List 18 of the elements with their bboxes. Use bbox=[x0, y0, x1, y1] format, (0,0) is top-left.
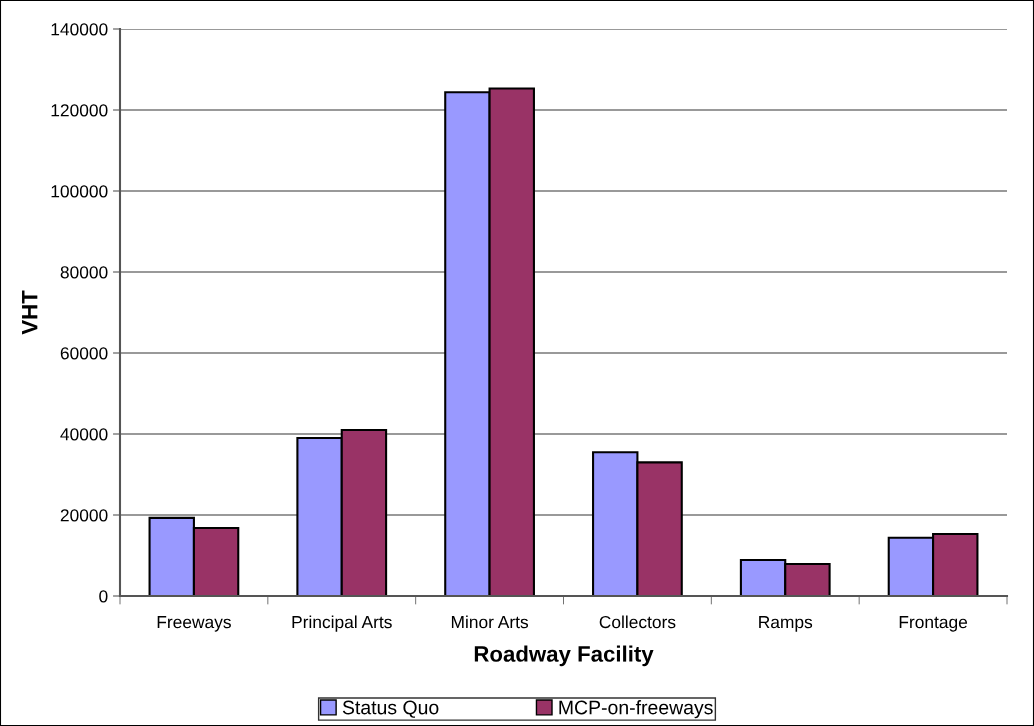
legend-label: MCP-on-freeways bbox=[559, 700, 713, 719]
y-tick-label: 120000 bbox=[51, 104, 108, 117]
y-tick-label: 100000 bbox=[51, 185, 108, 198]
y-axis-title: VHT bbox=[22, 290, 38, 335]
x-tick-label: Minor Arts bbox=[451, 615, 529, 629]
y-tick-label: 0 bbox=[99, 590, 108, 603]
x-tick-label: Freeways bbox=[157, 616, 231, 632]
legend-label: Status Quo bbox=[342, 700, 439, 718]
x-tick-label: Ramps bbox=[759, 616, 813, 632]
x-tick-label: Principal Arts bbox=[292, 615, 392, 632]
y-tick-label: 60000 bbox=[60, 347, 108, 360]
x-tick-label: Frontage bbox=[899, 616, 968, 632]
y-tick-label: 140000 bbox=[51, 23, 108, 36]
y-tick-label: 80000 bbox=[60, 266, 108, 279]
x-axis-title: Roadway Facility bbox=[474, 645, 654, 667]
y-tick-label: 40000 bbox=[60, 428, 108, 441]
x-tick-label: Collectors bbox=[599, 615, 676, 629]
y-tick-label: 20000 bbox=[60, 509, 108, 522]
